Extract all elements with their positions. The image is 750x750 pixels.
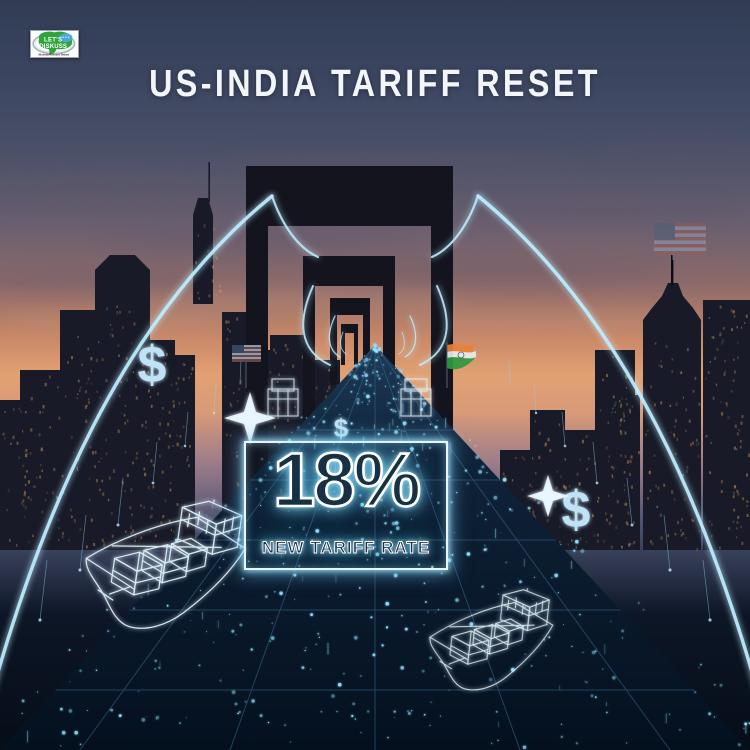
svg-text:$: $ [138, 336, 167, 394]
svg-text:$: $ [562, 481, 591, 539]
